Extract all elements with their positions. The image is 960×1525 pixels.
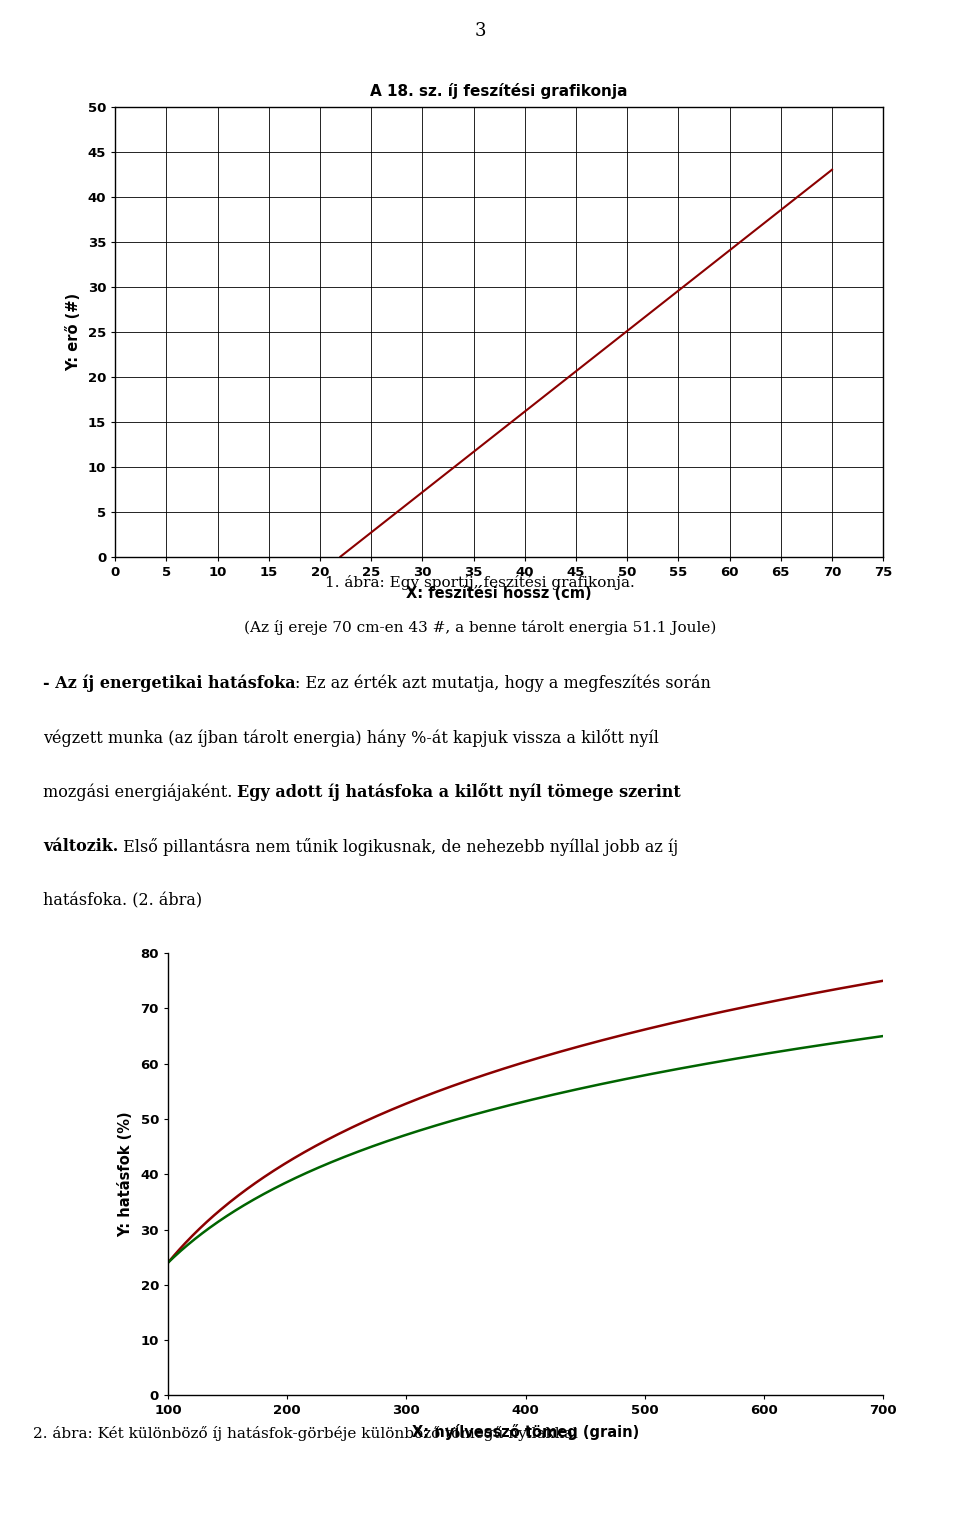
Text: változik.: változik. — [43, 837, 118, 854]
Text: : Ez az érték azt mutatja, hogy a megfeszítés során: : Ez az érték azt mutatja, hogy a megfes… — [296, 674, 711, 692]
Text: hatásfoka. (2. ábra): hatásfoka. (2. ábra) — [43, 892, 202, 909]
Text: 3: 3 — [474, 21, 486, 40]
X-axis label: X: nyílvessző tömeg (grain): X: nyílvessző tömeg (grain) — [412, 1424, 639, 1440]
Text: (Az íj ereje 70 cm-en 43 #, a benne tárolt energia 51.1 Joule): (Az íj ereje 70 cm-en 43 #, a benne táro… — [244, 621, 716, 636]
Y-axis label: Y: erő (#): Y: erő (#) — [65, 293, 81, 371]
Text: 2. ábra: Két különböző íj hatásfok-görbéje különböző tömegű nyilakkal: 2. ábra: Két különböző íj hatásfok-görbé… — [34, 1426, 578, 1441]
Title: A 18. sz. íj feszítési grafikonja: A 18. sz. íj feszítési grafikonja — [371, 82, 628, 99]
Text: Első pillantásra nem tűnik logikusnak, de nehezebb nyíllal jobb az íj: Első pillantásra nem tűnik logikusnak, d… — [118, 837, 679, 856]
Text: - Az íj energetikai hatásfoka: - Az íj energetikai hatásfoka — [43, 674, 296, 692]
Text: végzett munka (az íjban tárolt energia) hány %-át kapjuk vissza a kilőtt nyíl: végzett munka (az íjban tárolt energia) … — [43, 729, 659, 747]
X-axis label: X: feszítési hossz (cm): X: feszítési hossz (cm) — [406, 586, 592, 601]
Text: mozgási energiájaként.: mozgási energiájaként. — [43, 782, 237, 801]
Text: 1. ábra: Egy sportíj, feszítési grafikonja.: 1. ábra: Egy sportíj, feszítési grafikon… — [325, 575, 635, 590]
Y-axis label: Y: hatásfok (%): Y: hatásfok (%) — [118, 1112, 133, 1237]
Text: Egy adott íj hatásfoka a kilőtt nyíl tömege szerint: Egy adott íj hatásfoka a kilőtt nyíl töm… — [237, 782, 681, 801]
